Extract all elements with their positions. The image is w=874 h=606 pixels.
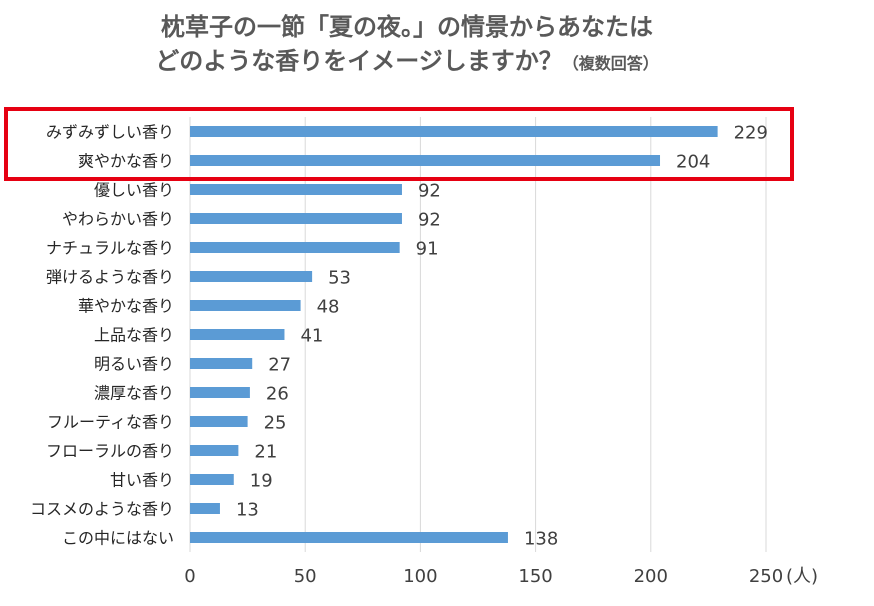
x-axis-unit-label: (人) [786, 566, 818, 587]
bar [190, 503, 220, 514]
x-tick-label: 200 [634, 566, 668, 587]
x-tick-label: 150 [518, 566, 552, 587]
bar [190, 213, 402, 224]
value-label: 41 [300, 326, 323, 347]
category-label: 上品な香り [94, 326, 174, 345]
bar [190, 300, 301, 311]
x-tick-label: 100 [403, 566, 437, 587]
value-labels: 229 204 92 92 91 53 48 41 27 26 25 21 19 13 138 [236, 123, 768, 550]
value-label: 92 [418, 210, 441, 231]
x-tick-label: 250 [749, 566, 783, 587]
value-label: 53 [328, 268, 351, 289]
bar [190, 126, 718, 137]
bar [190, 358, 253, 369]
category-label: 甘い香り [110, 471, 174, 490]
bar [190, 271, 313, 282]
value-label: 19 [250, 471, 273, 492]
category-label: 爽やかな香り [78, 152, 174, 171]
x-tick-labels: 0 50 100 150 200 250 [184, 566, 783, 587]
bar [190, 387, 250, 398]
category-labels: みずみずしい香り爽やかな香り優しい香りやわらかい香りナチュラルな香り弾けるような… [30, 123, 174, 548]
chart-title-line1: 枕草子の一節「夏の夜。」の情景からあなたは [161, 13, 653, 41]
category-label: 華やかな香り [78, 297, 174, 316]
category-label: 弾けるような香り [46, 268, 174, 287]
bar [190, 242, 400, 253]
chart-title-main: どのような香りをイメージしますか？ [155, 47, 563, 75]
category-label: やわらかい香り [62, 210, 174, 229]
value-label: 25 [264, 413, 287, 434]
bar [190, 184, 402, 195]
x-tick-label: 50 [294, 566, 317, 587]
bar [190, 474, 234, 485]
value-label: 21 [254, 442, 277, 463]
bar [190, 155, 661, 166]
category-label: 濃厚な香り [94, 384, 174, 403]
category-label: ナチュラルな香り [46, 239, 174, 258]
category-label: 明るい香り [94, 355, 174, 374]
value-label: 92 [418, 181, 441, 202]
chart-title-suffix: （複数回答） [562, 54, 659, 73]
category-label: 優しい香り [94, 181, 174, 200]
bar [190, 532, 508, 543]
value-label: 48 [317, 297, 340, 318]
value-label: 91 [416, 239, 439, 260]
bar [190, 416, 248, 427]
value-label: 13 [236, 500, 259, 521]
category-label: フローラルの香り [46, 442, 174, 461]
chart-title-line2: どのような香りをイメージしますか？（複数回答） [0, 44, 844, 81]
category-label: みずみずしい香り [46, 123, 174, 142]
highlight-box [4, 107, 794, 181]
bar [190, 445, 239, 456]
bars [190, 126, 718, 543]
category-label: コスメのような香り [30, 500, 174, 519]
x-tick-label: 0 [184, 566, 195, 587]
value-label: 26 [266, 384, 289, 405]
bar [190, 329, 285, 340]
value-label: 204 [676, 152, 710, 173]
value-label: 138 [524, 529, 558, 550]
category-label: フルーティな香り [47, 413, 174, 432]
value-label: 229 [734, 123, 768, 144]
value-label: 27 [268, 355, 291, 376]
category-label: この中にはない [62, 529, 174, 548]
